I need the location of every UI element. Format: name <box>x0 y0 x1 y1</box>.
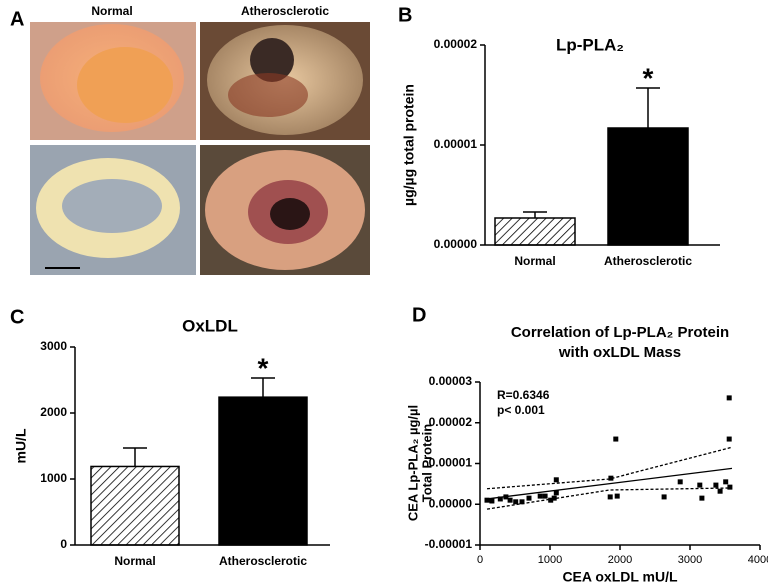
y-tick-label: 0.00001 <box>434 137 478 151</box>
panel-label: A <box>10 8 24 30</box>
point <box>497 496 503 502</box>
panel-label: B <box>398 4 412 26</box>
point <box>717 488 723 494</box>
point <box>677 479 683 485</box>
panel-label: D <box>412 304 426 326</box>
x-tick-label: Atherosclerotic <box>219 554 307 568</box>
photo-grid <box>30 22 370 275</box>
y-axis-title: mU/L <box>13 428 29 463</box>
point <box>699 495 705 501</box>
fit-line <box>486 467 733 500</box>
x-tick-label: 0 <box>477 554 483 566</box>
x-tick-label: Normal <box>114 554 155 568</box>
confidence-lower <box>486 487 733 510</box>
column-label: Atherosclerotic <box>241 4 329 18</box>
bar <box>607 127 689 246</box>
point <box>727 484 733 490</box>
point <box>607 494 613 500</box>
point <box>661 494 667 500</box>
lumen <box>77 47 173 123</box>
column-label: Normal <box>91 4 132 18</box>
point <box>542 493 548 499</box>
point <box>489 498 495 504</box>
point <box>551 495 557 501</box>
point <box>713 482 719 488</box>
y-axis-title: Total Protein <box>419 424 434 503</box>
y-tick-label: 0.00002 <box>434 37 478 51</box>
bar <box>218 396 308 546</box>
y-tick-label: 0.00001 <box>429 456 473 470</box>
panel-label: C <box>10 306 24 328</box>
x-tick-label: Atherosclerotic <box>604 254 692 268</box>
annotation: R=0.6346 <box>497 388 550 402</box>
y-tick-label: 0 <box>60 537 67 551</box>
point <box>526 495 532 501</box>
significance-mark: * <box>258 352 269 383</box>
chart-title: OxLDL <box>182 316 238 335</box>
point <box>553 477 559 483</box>
x-tick-label: Normal <box>514 254 555 268</box>
annotation: p< 0.001 <box>497 403 545 417</box>
point <box>614 493 620 499</box>
point <box>697 482 703 488</box>
y-axis-title: µg/µg total protein <box>401 84 417 206</box>
chart-title: with oxLDL Mass <box>558 344 681 361</box>
confidence-upper <box>486 446 733 490</box>
bar <box>90 465 180 546</box>
point <box>519 499 525 505</box>
x-tick-label: 1000 <box>538 554 562 566</box>
y-axis-title: CEA Lp-PLA₂ µg/µl <box>405 405 420 521</box>
point <box>548 497 554 503</box>
x-tick-label: 4000 <box>748 554 768 566</box>
point <box>537 493 543 499</box>
y-tick-label: 1000 <box>40 471 67 485</box>
point <box>513 499 519 505</box>
lumen-center <box>270 198 310 230</box>
y-tick-label: 3000 <box>40 339 67 353</box>
point <box>553 490 559 496</box>
point <box>613 436 619 442</box>
y-tick-label: 2000 <box>40 405 67 419</box>
lumen <box>250 38 294 82</box>
y-tick-label: 0.00000 <box>429 496 473 510</box>
y-tick-label: -0.00001 <box>425 537 473 551</box>
point <box>723 479 729 485</box>
x-tick-label: 3000 <box>678 554 702 566</box>
chart-title: Correlation of Lp-PLA₂ Protein <box>511 324 729 341</box>
x-tick-label: 2000 <box>608 554 632 566</box>
bar <box>494 217 576 246</box>
y-tick-label: 0.00000 <box>434 237 478 251</box>
point <box>507 497 513 503</box>
plaque <box>228 73 308 117</box>
point <box>726 395 732 401</box>
x-axis-title: CEA oxLDL mU/L <box>562 569 678 585</box>
point <box>608 475 614 481</box>
y-tick-label: 0.00002 <box>429 415 473 429</box>
chart-title: Lp-PLA₂ <box>556 35 624 54</box>
point <box>484 497 490 503</box>
y-tick-label: 0.00003 <box>429 374 473 388</box>
point <box>503 494 509 500</box>
point <box>726 436 732 442</box>
significance-mark: * <box>643 62 654 93</box>
lumen <box>62 179 162 233</box>
